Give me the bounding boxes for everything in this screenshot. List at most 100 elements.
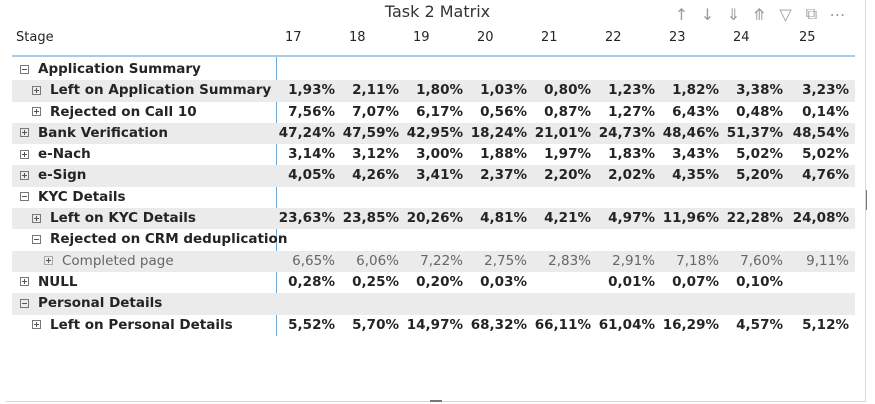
column-header-25[interactable]: 25	[799, 30, 816, 45]
matrix-cell: 2,83%	[548, 252, 591, 269]
row-header: KYC Details	[20, 189, 126, 205]
matrix-cell: 2,11%	[352, 82, 399, 99]
matrix-cell: 42,95%	[406, 124, 463, 141]
collapse-icon[interactable]	[20, 192, 29, 202]
collapse-icon[interactable]	[20, 64, 29, 74]
expand-icon[interactable]	[20, 170, 29, 180]
matrix-cell: 66,11%	[534, 316, 591, 333]
row-header: Bank Verification	[20, 125, 168, 141]
matrix-cell: 4,97%	[608, 210, 655, 227]
matrix-row: Personal Details	[12, 293, 855, 315]
matrix-row: Left on KYC Details 23,63% 23,85% 20,26% 4,8…	[12, 208, 855, 230]
column-header-20[interactable]: 20	[477, 30, 494, 45]
row-label: Left on Personal Details	[50, 316, 233, 333]
more-options-icon[interactable]: ⋯	[829, 4, 846, 24]
matrix-cell: 4,57%	[736, 316, 783, 333]
row-header: Left on Personal Details	[32, 317, 233, 333]
matrix-cell: 6,06%	[356, 252, 399, 269]
matrix-cell: 18,24%	[470, 124, 527, 141]
matrix-cell: 1,88%	[480, 146, 527, 163]
double-arrow-down-icon[interactable]: ⇓	[726, 4, 741, 24]
column-header-stage[interactable]: Stage	[16, 30, 54, 45]
row-header: Completed page	[44, 253, 174, 269]
resize-handle-bottom[interactable]	[430, 400, 442, 402]
matrix-cell: 0,14%	[802, 103, 849, 120]
matrix-cell: 3,12%	[352, 146, 399, 163]
expand-icon[interactable]	[20, 128, 29, 138]
column-header-22[interactable]: 22	[605, 30, 622, 45]
column-header-24[interactable]: 24	[733, 30, 750, 45]
row-header: e-Nach	[20, 146, 91, 162]
arrow-down-icon[interactable]: ↓	[700, 4, 715, 24]
matrix-cell: 5,52%	[288, 316, 335, 333]
matrix-cell: 51,37%	[726, 124, 783, 141]
matrix-cell: 0,28%	[288, 273, 335, 290]
expand-icon[interactable]	[32, 213, 41, 223]
matrix-cell: 3,14%	[288, 146, 335, 163]
column-header-21[interactable]: 21	[541, 30, 558, 45]
matrix-cell: 24,73%	[598, 124, 655, 141]
row-header: Left on Application Summary	[32, 82, 271, 98]
matrix-cell: 1,97%	[544, 146, 591, 163]
expand-icon[interactable]	[32, 85, 41, 95]
matrix-row: NULL 0,28% 0,25% 0,20% 0,03% 0,01% 0,07% 0,10%	[12, 272, 855, 293]
row-label: KYC Details	[38, 188, 126, 205]
matrix-row: e-Sign 4,05% 4,26% 3,41% 2,37% 2,20% 2,02% 4,35…	[12, 165, 855, 187]
column-header-23[interactable]: 23	[669, 30, 686, 45]
row-label: e-Nach	[38, 146, 91, 163]
matrix-cell: 21,01%	[534, 124, 591, 141]
expand-icon[interactable]	[32, 107, 41, 117]
matrix-cell: 2,20%	[544, 167, 591, 184]
matrix-cell: 5,20%	[736, 167, 783, 184]
column-header-18[interactable]: 18	[349, 30, 366, 45]
expand-icon[interactable]	[20, 277, 29, 287]
collapse-icon[interactable]	[20, 298, 29, 308]
expand-icon[interactable]	[20, 149, 29, 159]
row-label: Completed page	[62, 252, 174, 269]
column-header-19[interactable]: 19	[413, 30, 430, 45]
matrix-cell: 0,01%	[608, 273, 655, 290]
matrix-cell: 1,80%	[416, 82, 463, 99]
matrix-cell: 4,76%	[802, 167, 849, 184]
expand-icon[interactable]	[44, 256, 53, 266]
matrix-row: Application Summary	[12, 59, 855, 80]
matrix-row: Left on Personal Details 5,52% 5,70% 14,97%…	[12, 315, 855, 336]
matrix-cell: 47,59%	[342, 124, 399, 141]
matrix-cell: 14,97%	[406, 316, 463, 333]
matrix-cell: 23,85%	[342, 210, 399, 227]
column-header-17[interactable]: 17	[285, 30, 302, 45]
matrix-cell: 48,54%	[792, 124, 849, 141]
matrix-cell: 4,21%	[544, 210, 591, 227]
matrix-cell: 0,87%	[544, 103, 591, 120]
matrix-cell: 0,56%	[480, 103, 527, 120]
matrix-cell: 4,05%	[288, 167, 335, 184]
resize-handle-right[interactable]	[866, 190, 870, 210]
matrix-cell: 22,28%	[726, 210, 783, 227]
matrix-cell: 9,11%	[806, 252, 849, 269]
matrix-row: Completed page 6,65% 6,06% 7,22% 2,75% 2,83% 2…	[12, 250, 855, 272]
matrix-cell: 3,41%	[416, 167, 463, 184]
matrix-cell: 1,27%	[608, 103, 655, 120]
matrix-row: Rejected on Call 10 7,56% 7,07% 6,17% 0,56% 0…	[12, 102, 855, 123]
row-label: Rejected on CRM deduplication	[50, 231, 288, 248]
filter-icon[interactable]: ▽	[779, 4, 792, 24]
row-label: e-Sign	[38, 167, 87, 184]
expand-hierarchy-icon[interactable]: ⤊	[752, 4, 767, 24]
collapse-icon[interactable]	[32, 234, 41, 244]
matrix-cell: 5,12%	[802, 316, 849, 333]
matrix-cell: 0,20%	[416, 273, 463, 290]
arrow-up-icon[interactable]: ↑	[674, 4, 689, 24]
row-header: NULL	[20, 274, 77, 290]
visual-title: Task 2 Matrix	[384, 2, 491, 21]
matrix-cell: 5,70%	[352, 316, 399, 333]
matrix-cell: 3,38%	[736, 82, 783, 99]
matrix-body: Application Summary Left on Application S…	[12, 59, 855, 336]
focus-mode-icon[interactable]: ⧉	[805, 4, 818, 23]
expand-icon[interactable]	[32, 320, 41, 330]
row-label: Application Summary	[38, 61, 201, 77]
row-header: Personal Details	[20, 295, 162, 311]
row-label: Left on KYC Details	[50, 210, 196, 227]
matrix-cell: 7,22%	[420, 252, 463, 269]
row-label: Rejected on Call 10	[50, 103, 197, 120]
matrix-cell: 4,81%	[480, 210, 527, 227]
